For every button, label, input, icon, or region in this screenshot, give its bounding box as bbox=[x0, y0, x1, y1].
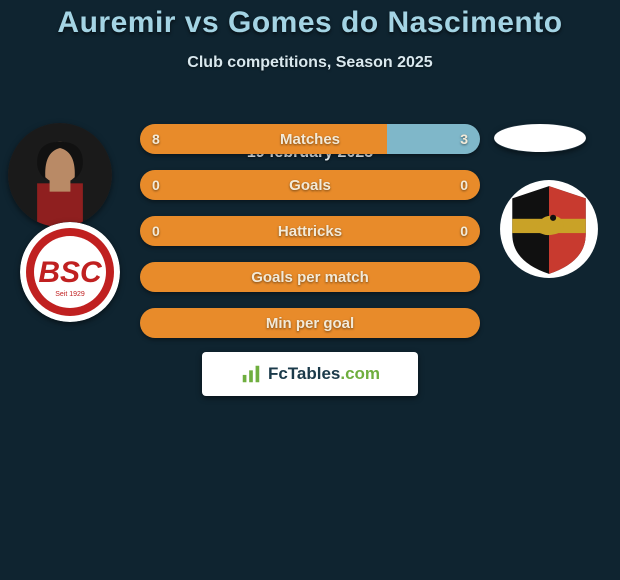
stat-value-right: 0 bbox=[460, 170, 468, 200]
stat-value-left: 8 bbox=[152, 124, 160, 154]
club-right-badge bbox=[498, 178, 600, 280]
logo-text: FcTables.com bbox=[268, 364, 380, 384]
stat-row: Goals per match bbox=[140, 262, 480, 292]
svg-text:Seit 1929: Seit 1929 bbox=[55, 291, 85, 298]
stat-value-right: 0 bbox=[460, 216, 468, 246]
stat-value-right: 3 bbox=[460, 124, 468, 154]
svg-text:BSC: BSC bbox=[38, 256, 103, 289]
stat-row: Matches8 3 bbox=[140, 124, 480, 154]
stat-label: Hattricks bbox=[140, 216, 480, 246]
club-left-badge: BSC Seit 1929 bbox=[20, 222, 120, 322]
stat-label: Goals bbox=[140, 170, 480, 200]
stat-row: Goals0 0 bbox=[140, 170, 480, 200]
stat-label: Min per goal bbox=[140, 308, 480, 338]
stats-container: Matches83Goals00Hattricks00Goals per mat… bbox=[140, 124, 480, 354]
subtitle: Club competitions, Season 2025 bbox=[0, 54, 620, 72]
logo-text-main: FcTables bbox=[268, 364, 340, 383]
stat-label: Matches bbox=[140, 124, 480, 154]
stat-row: Hattricks0 0 bbox=[140, 216, 480, 246]
stat-value-left: 0 bbox=[152, 216, 160, 246]
logo-text-suffix: .com bbox=[340, 364, 380, 383]
bar-chart-icon bbox=[240, 363, 262, 385]
stat-row: Min per goal bbox=[140, 308, 480, 338]
player-left-avatar bbox=[8, 123, 112, 227]
fctables-logo: FcTables.com bbox=[202, 352, 418, 396]
stat-label: Goals per match bbox=[140, 262, 480, 292]
player-right-avatar bbox=[494, 124, 586, 152]
page-title: Auremir vs Gomes do Nascimento bbox=[0, 0, 620, 40]
stat-value-left: 0 bbox=[152, 170, 160, 200]
